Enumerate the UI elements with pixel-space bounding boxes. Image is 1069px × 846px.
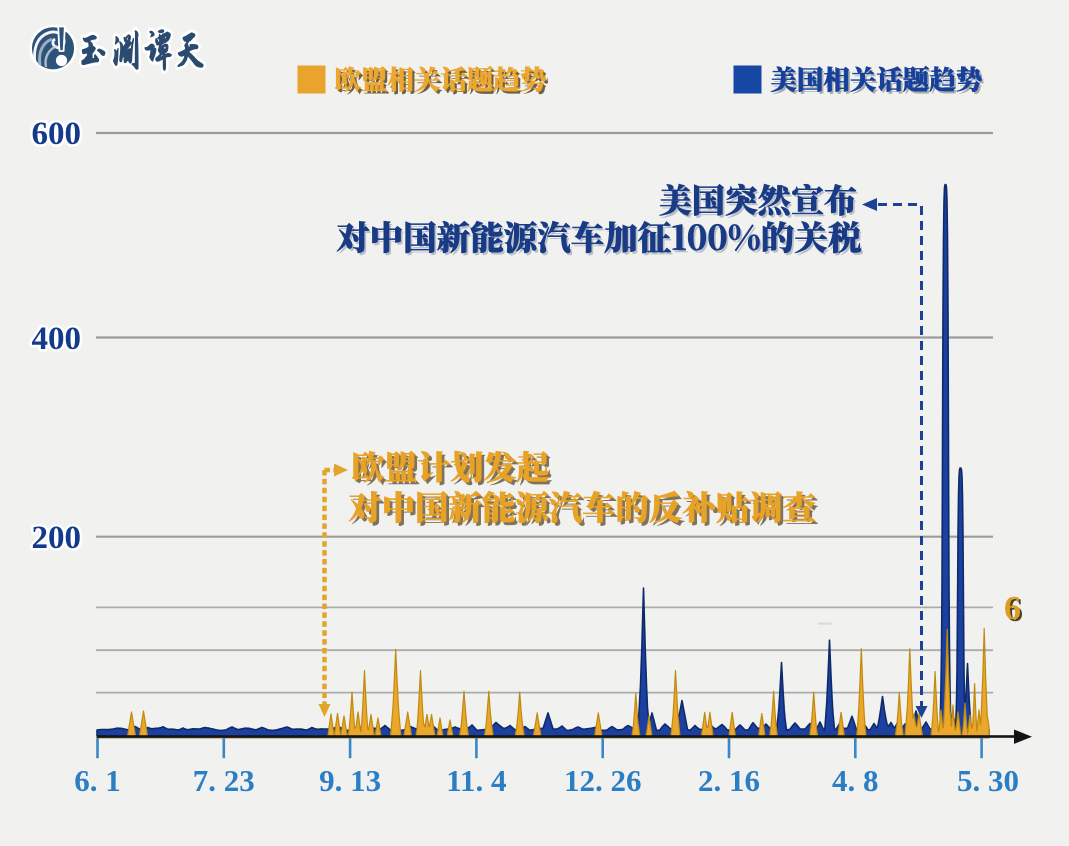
svg-text:200: 200 [32,520,82,556]
svg-text:12. 26: 12. 26 [564,763,642,798]
svg-text:400: 400 [32,321,82,357]
svg-text:2. 16: 2. 16 [698,763,760,798]
svg-text:9. 13: 9. 13 [319,763,381,798]
svg-text:11. 4: 11. 4 [446,763,506,798]
svg-text:6: 6 [1006,592,1023,629]
svg-text:600: 600 [32,116,82,152]
svg-text:7. 23: 7. 23 [193,763,255,798]
svg-text:6: 6 [1004,590,1021,627]
svg-text:5. 30: 5. 30 [957,763,1019,798]
svg-text:6. 1: 6. 1 [74,763,121,798]
svg-text:4. 8: 4. 8 [832,763,879,798]
